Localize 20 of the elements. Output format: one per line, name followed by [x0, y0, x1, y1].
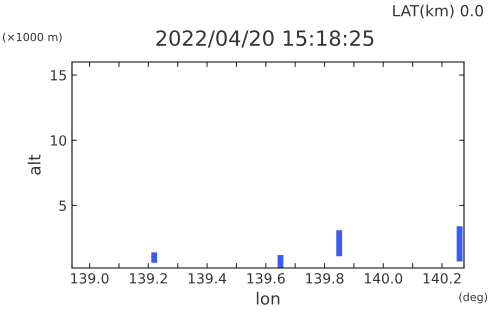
x-tick-label: 139.4 [188, 273, 226, 284]
chart-subtitle: LAT(km) 0.0 [393, 4, 483, 18]
y-tick-label: 5 [59, 200, 66, 211]
x-tick-label: 140.2 [424, 273, 460, 284]
bar [151, 252, 158, 263]
x-tick-label: 139.2 [130, 273, 167, 284]
x-tick-label: 139.0 [71, 273, 109, 284]
x-tick-label: 140.0 [364, 273, 402, 284]
x-axis-title: lon [256, 292, 280, 305]
chart-title: 2022/04/20 15:18:25 [156, 30, 374, 48]
text: (deg) [459, 292, 488, 304]
y-axis-title: alt [28, 154, 41, 175]
bar [456, 226, 463, 262]
y-tick-label: 15 [50, 70, 66, 81]
bar [336, 230, 342, 256]
x-tick-label: 139.8 [306, 273, 344, 284]
text: (×1000 m) [2, 32, 62, 43]
y-tick-label: 10 [50, 135, 66, 146]
x-tick-label: 139.6 [247, 273, 285, 284]
bar [278, 254, 284, 268]
